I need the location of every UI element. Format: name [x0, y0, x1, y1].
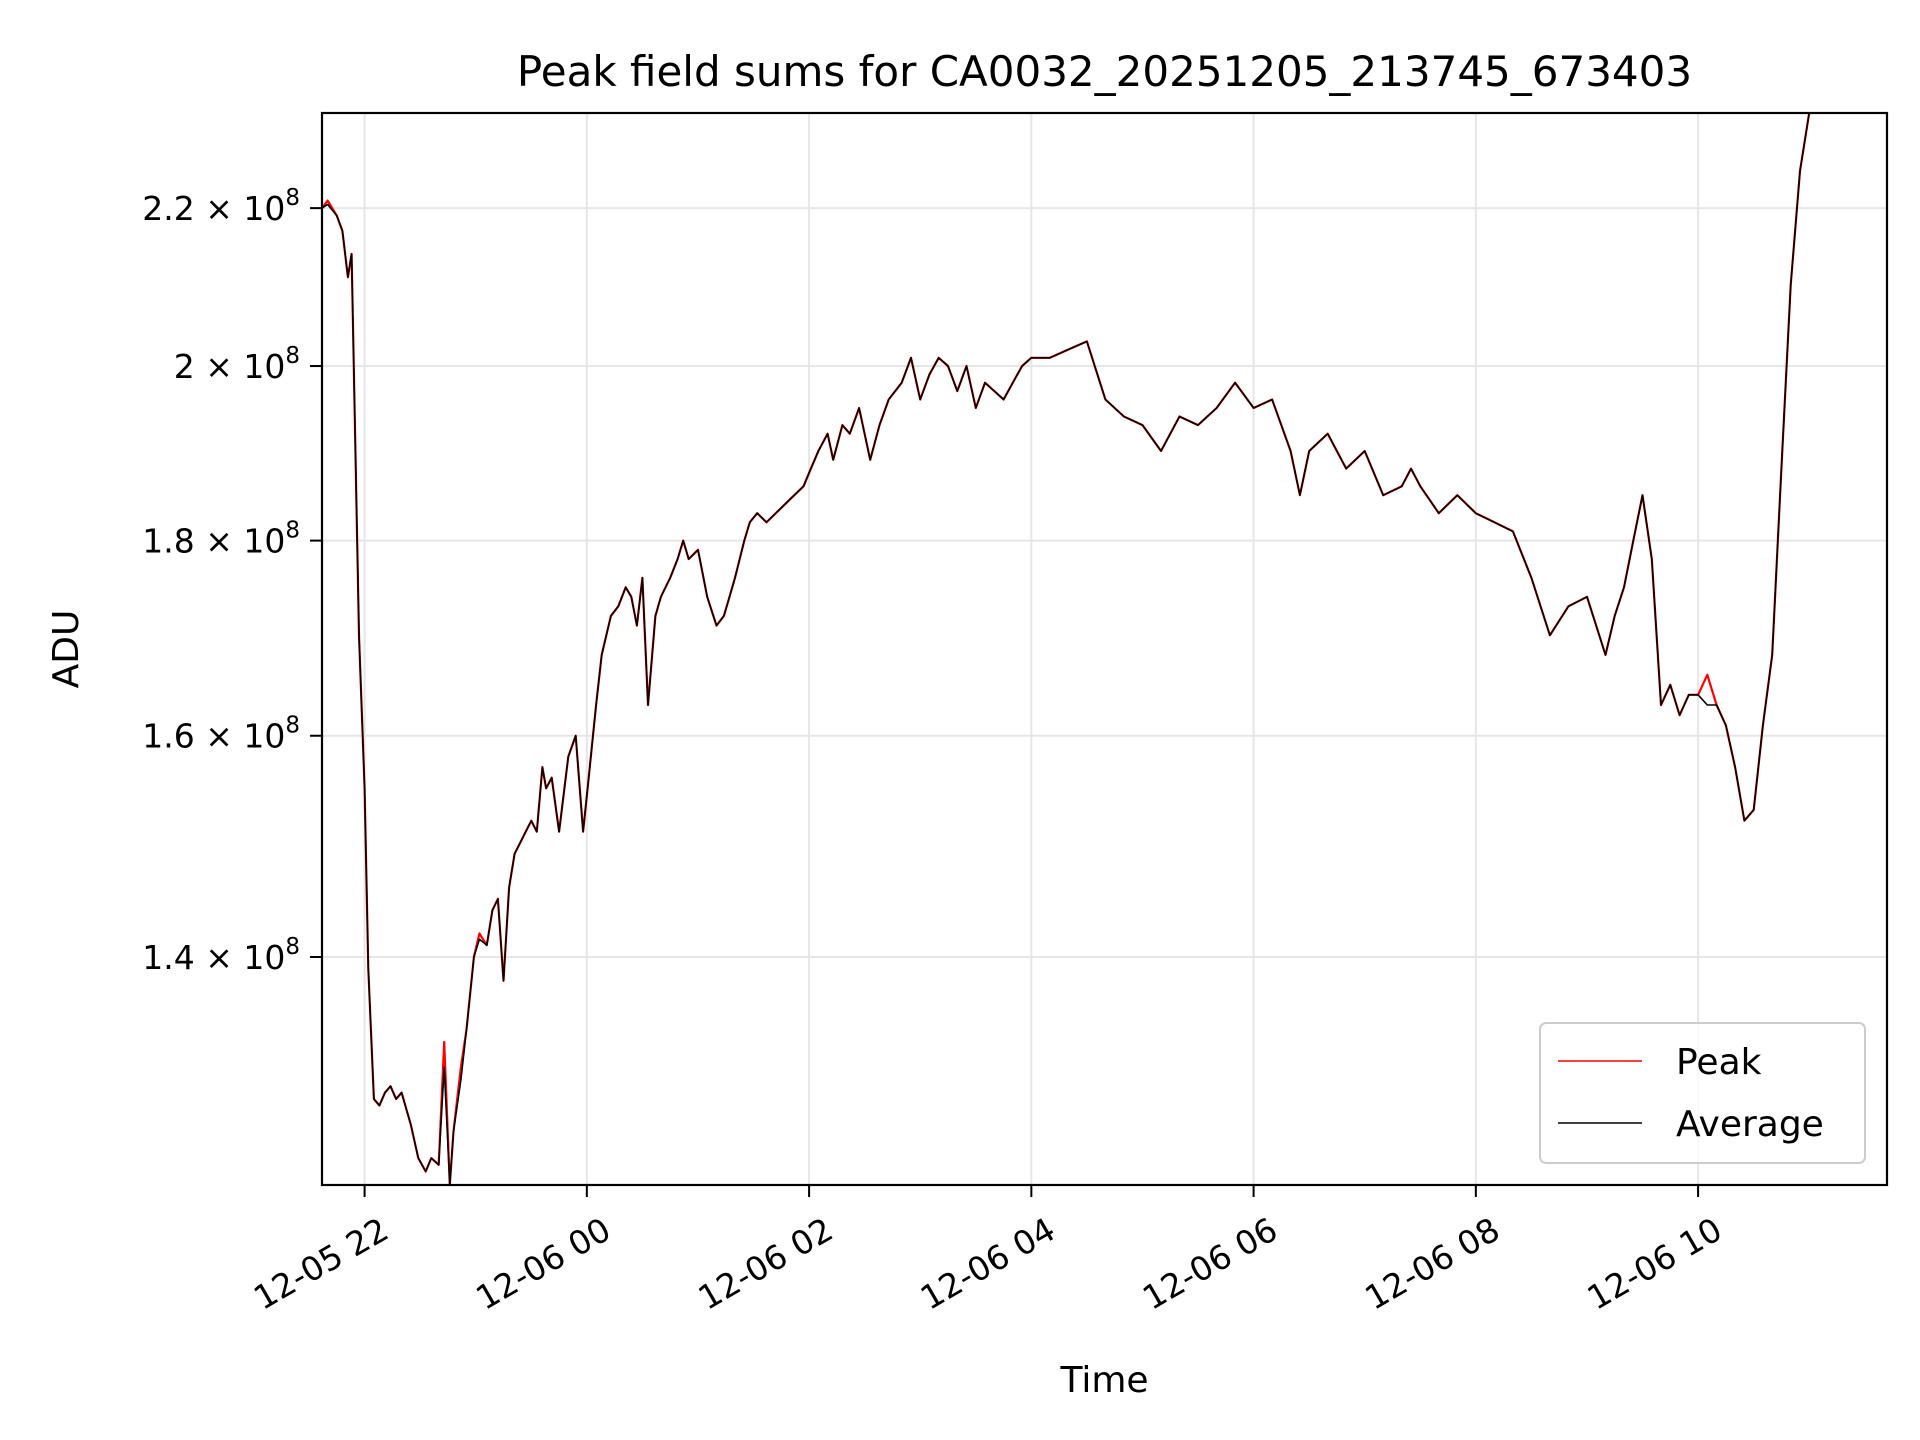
y-tick-label: 1.8 × 108	[142, 518, 300, 561]
x-axis-label: Time	[1059, 1360, 1148, 1401]
legend: Peak Average	[1539, 1022, 1866, 1164]
plot-frame	[320, 111, 1889, 1187]
legend-label-average: Average	[1676, 1104, 1824, 1145]
series-line-average	[321, 112, 1810, 1186]
y-axis-label: ADU	[46, 610, 87, 689]
grid	[322, 113, 1887, 1185]
chart-title: Peak field sums for CA0032_20251205_2137…	[517, 47, 1692, 96]
plot-series	[321, 112, 1811, 1187]
y-tick-label: 1.6 × 108	[142, 713, 300, 756]
y-tick-label: 2 × 108	[174, 343, 300, 386]
y-tick-label: 1.4 × 108	[142, 934, 300, 977]
legend-box	[1539, 1022, 1866, 1164]
y-tick-label: 2.2 × 108	[142, 185, 300, 228]
legend-label-peak: Peak	[1676, 1042, 1762, 1083]
